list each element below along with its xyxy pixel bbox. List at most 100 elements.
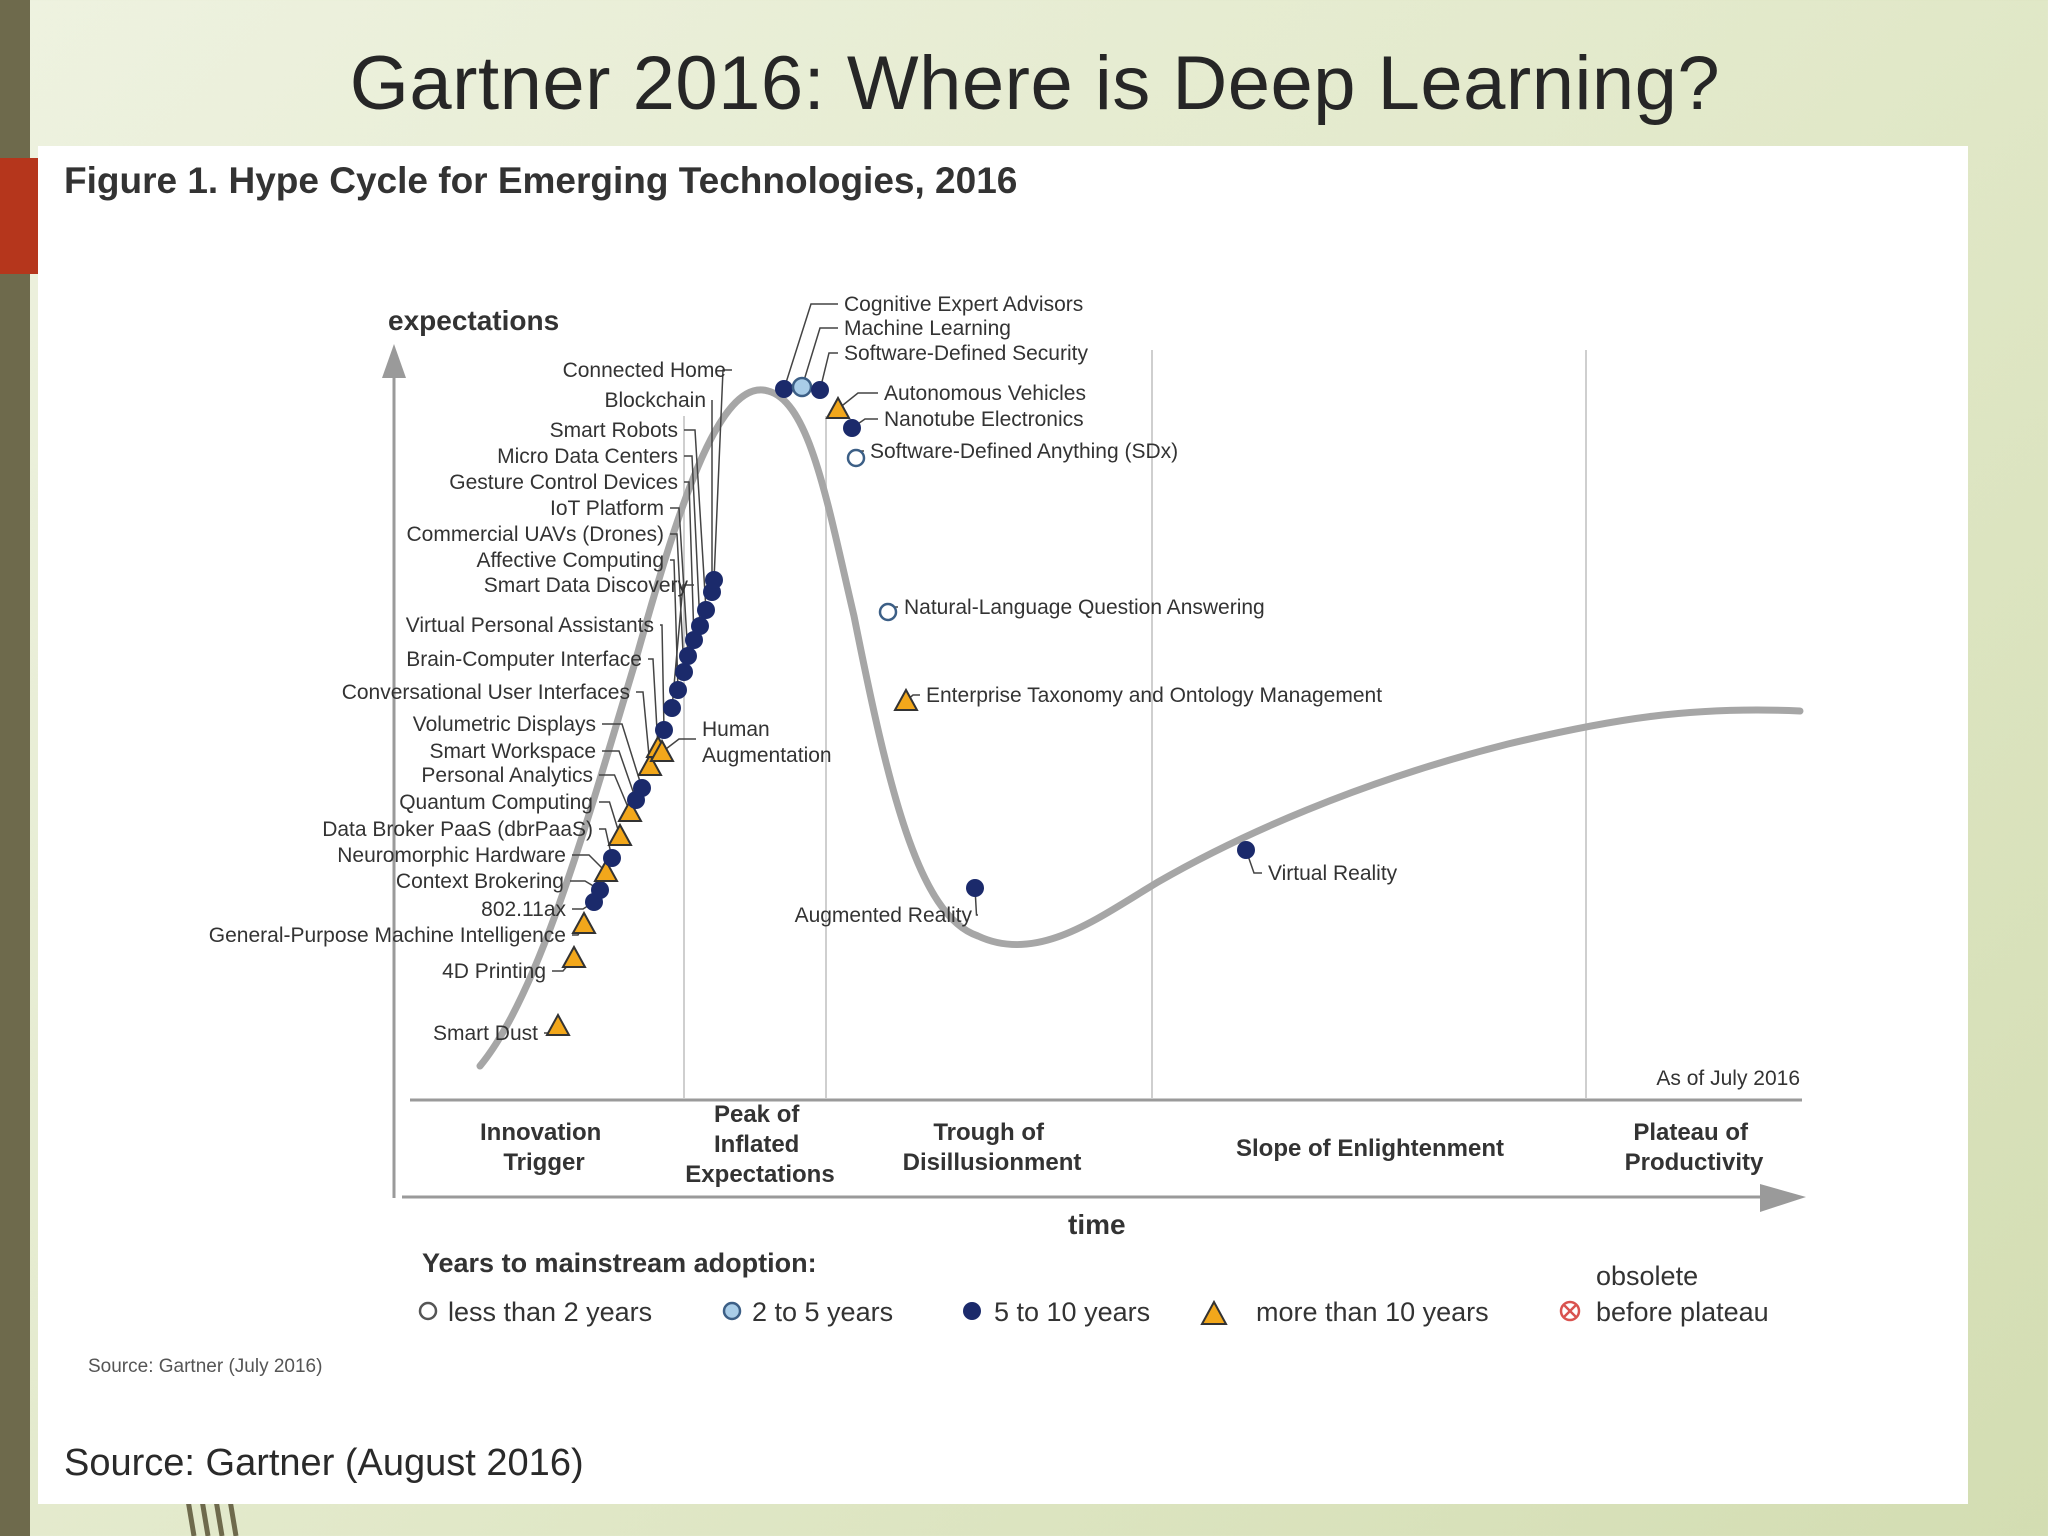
marker-smart-data-discovery bbox=[663, 699, 681, 717]
label-micro-data-centers: Micro Data Centers bbox=[497, 445, 678, 468]
y-axis-label: expectations bbox=[388, 305, 559, 336]
label-context-brokering: Context Brokering bbox=[396, 870, 564, 893]
label-brain-computer-interface: Brain-Computer Interface bbox=[406, 648, 642, 671]
label-natural-language-question-answering: Natural-Language Question Answering bbox=[904, 596, 1265, 619]
legend-label-5-to-10: 5 to 10 years bbox=[994, 1297, 1150, 1327]
phase-innovation-trigger: Innovation Trigger bbox=[480, 1119, 608, 1176]
hype-cycle-diagram: expectations time As of July 2016 Innova… bbox=[88, 293, 1806, 1377]
leader-line bbox=[599, 774, 631, 813]
marker-conversational-user-interfaces bbox=[637, 752, 663, 776]
leader-line bbox=[837, 392, 878, 410]
marker-smart-dust bbox=[545, 1012, 571, 1036]
label-blockchain: Blockchain bbox=[604, 389, 706, 412]
label-enterprise-taxonomy-and-ontology-management: Enterprise Taxonomy and Ontology Managem… bbox=[926, 684, 1382, 707]
leader-line bbox=[974, 887, 978, 916]
legend-crossed-circle-icon bbox=[1563, 1304, 1577, 1318]
label-conversational-user-interfaces: Conversational User Interfaces bbox=[342, 681, 630, 704]
legend-label-less-than-2: less than 2 years bbox=[448, 1297, 652, 1327]
slide-title: Gartner 2016: Where is Deep Learning? bbox=[349, 41, 1721, 126]
label-personal-analytics: Personal Analytics bbox=[421, 764, 593, 787]
legend-label-obsolete: obsolete bbox=[1596, 1261, 1698, 1291]
as-of-date: As of July 2016 bbox=[1656, 1067, 1800, 1090]
leader-line bbox=[602, 750, 637, 801]
leader-line bbox=[684, 455, 701, 627]
leader-line bbox=[599, 828, 613, 859]
marker-personal-analytics bbox=[617, 798, 643, 822]
label-autonomous-vehicles: Autonomous Vehicles bbox=[884, 382, 1086, 405]
label-cognitive-expert-advisors: Cognitive Expert Advisors bbox=[844, 293, 1083, 316]
legend: less than 2 years 2 to 5 years 5 to 10 y… bbox=[418, 1261, 1769, 1327]
label-neuromorphic-hardware: Neuromorphic Hardware bbox=[337, 844, 566, 867]
label-iot-platform: IoT Platform bbox=[550, 497, 664, 520]
marker-software-defined-anything-sdx bbox=[846, 448, 866, 468]
marker-smart-robots bbox=[697, 601, 715, 619]
label-augmented-reality: Augmented Reality bbox=[795, 904, 973, 927]
label-software-defined-anything-sdx: Software-Defined Anything (SDx) bbox=[870, 440, 1178, 463]
marker-volumetric-displays bbox=[633, 779, 651, 797]
legend-triangle-icon bbox=[1200, 1299, 1228, 1325]
legend-light-circle-icon bbox=[722, 1301, 742, 1321]
legend-title: Years to mainstream adoption: bbox=[422, 1248, 817, 1278]
marker-gesture-control-devices bbox=[685, 631, 703, 649]
figure-source: Source: Gartner (July 2016) bbox=[88, 1356, 322, 1377]
marker-iot-platform bbox=[679, 647, 697, 665]
marker-enterprise-taxonomy-and-ontology-management bbox=[893, 687, 919, 711]
phase-plateau-of-productivity: Plateau of Productivity bbox=[1625, 1119, 1764, 1176]
label-human-augmentation: Human Augmentation bbox=[702, 718, 832, 767]
label-802-11ax: 802.11ax bbox=[481, 898, 566, 921]
phase-slope-of-enlightenment: Slope of Enlightenment bbox=[1236, 1135, 1504, 1162]
y-axis-arrow bbox=[382, 344, 406, 378]
marker-quantum-computing bbox=[607, 822, 633, 846]
leader-line bbox=[670, 507, 689, 657]
marker-4d-printing bbox=[561, 944, 587, 968]
label-smart-dust: Smart Dust bbox=[433, 1022, 538, 1045]
marker-virtual-reality bbox=[1237, 841, 1255, 859]
label-smart-workspace: Smart Workspace bbox=[430, 740, 597, 763]
marker-connected-home bbox=[705, 571, 723, 589]
label-machine-learning: Machine Learning bbox=[844, 317, 1011, 340]
leader-line bbox=[684, 481, 695, 641]
phase-trough-of-disillusionment: Trough of Disillusionment bbox=[903, 1119, 1082, 1176]
leader-line bbox=[670, 533, 685, 673]
x-axis-arrow bbox=[1760, 1184, 1806, 1212]
label-nanotube-electronics: Nanotube Electronics bbox=[884, 408, 1084, 431]
label-gesture-control-devices: Gesture Control Devices bbox=[449, 471, 678, 494]
label-affective-computing: Affective Computing bbox=[476, 549, 664, 572]
leader-line bbox=[783, 303, 838, 390]
legend-label-2-to-5: 2 to 5 years bbox=[752, 1297, 893, 1327]
label-smart-data-discovery: Smart Data Discovery bbox=[484, 574, 689, 597]
marker-virtual-personal-assistants bbox=[655, 721, 673, 739]
leader-line bbox=[661, 738, 696, 753]
slide-source: Source: Gartner (August 2016) bbox=[64, 1442, 584, 1484]
label-commercial-uavs-drones: Commercial UAVs (Drones) bbox=[407, 523, 665, 546]
leader-line bbox=[819, 352, 838, 391]
label-smart-robots: Smart Robots bbox=[550, 419, 678, 442]
marker-augmented-reality bbox=[966, 879, 984, 897]
leader-line bbox=[684, 429, 707, 611]
marker-human-augmentation bbox=[649, 738, 675, 762]
label-software-defined-security: Software-Defined Security bbox=[844, 342, 1088, 365]
marker-micro-data-centers bbox=[691, 617, 709, 635]
label-volumetric-displays: Volumetric Displays bbox=[413, 713, 596, 736]
marker-data-broker-paas-dbrpaas bbox=[603, 849, 621, 867]
leader-line bbox=[599, 801, 621, 837]
marker-machine-learning bbox=[791, 376, 813, 398]
leader-line bbox=[670, 559, 679, 691]
marker-affective-computing bbox=[669, 681, 687, 699]
hype-curve bbox=[476, 386, 1804, 1070]
legend-label-before-plateau: before plateau bbox=[1596, 1297, 1769, 1327]
label-virtual-reality: Virtual Reality bbox=[1268, 862, 1398, 885]
marker-software-defined-security bbox=[811, 381, 829, 399]
label-quantum-computing: Quantum Computing bbox=[399, 791, 593, 814]
leader-line bbox=[636, 691, 651, 767]
red-accent-tab bbox=[0, 158, 38, 274]
marker-commercial-uavs-drones bbox=[675, 663, 693, 681]
marker-autonomous-vehicles bbox=[825, 395, 851, 419]
leader-line bbox=[602, 723, 643, 789]
phase-peak-of-inflated-expectations: Peak of Inflated Expectations bbox=[685, 1101, 834, 1188]
label-connected-home: Connected Home bbox=[563, 359, 726, 382]
marker-context-brokering bbox=[591, 881, 609, 899]
figure-panel: Figure 1. Hype Cycle for Emerging Techno… bbox=[38, 146, 1968, 1504]
label-data-broker-paas-dbrpaas: Data Broker PaaS (dbrPaaS) bbox=[322, 818, 593, 841]
leader-line bbox=[801, 327, 838, 388]
